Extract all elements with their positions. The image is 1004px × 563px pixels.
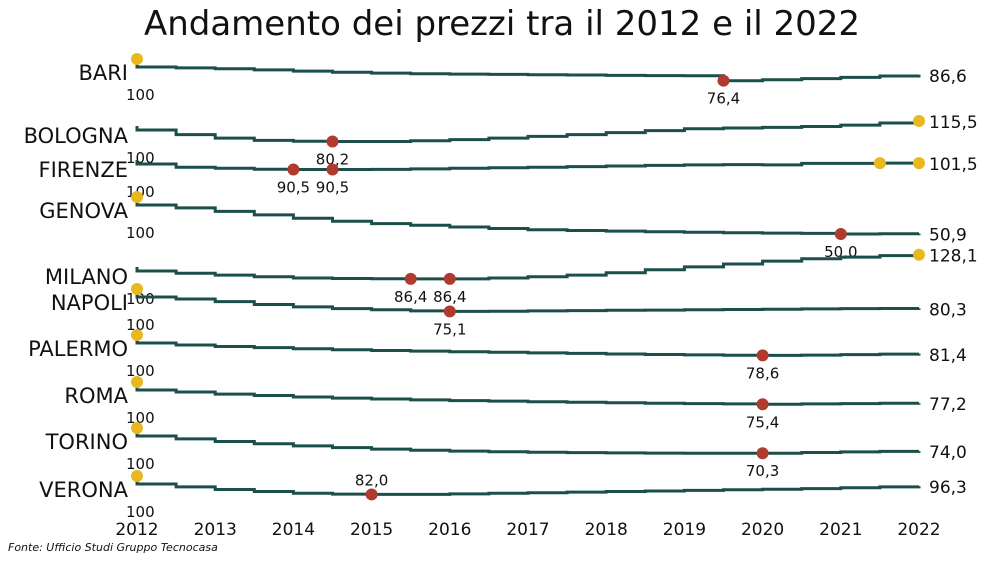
- max-marker-genova-0: [131, 191, 143, 203]
- series-line-bologna: [135, 121, 921, 143]
- x-tick-label-2012: 2012: [115, 520, 158, 540]
- start-label-genova: 100: [126, 224, 155, 242]
- x-tick-label-2015: 2015: [350, 520, 393, 540]
- min-marker-roma-0: [756, 398, 769, 411]
- series-line-milano: [135, 254, 921, 281]
- series-line-genova: [135, 201, 921, 236]
- min-label-milano-0: 86,4: [394, 288, 427, 306]
- end-label-verona: 96,3: [929, 478, 967, 498]
- x-tick-label-2016: 2016: [428, 520, 471, 540]
- city-label-napoli: NAPOLI: [51, 291, 128, 315]
- city-label-bologna: BOLOGNA: [24, 124, 129, 148]
- min-label-bari-0: 76,4: [707, 90, 740, 108]
- start-label-palermo: 100: [126, 362, 155, 380]
- max-marker-firenze-1: [913, 157, 925, 170]
- start-label-torino: 100: [126, 455, 155, 473]
- x-tick-label-2017: 2017: [506, 520, 549, 540]
- max-marker-firenze-0: [873, 157, 886, 170]
- x-tick-label-2013: 2013: [194, 520, 237, 540]
- min-marker-firenze-0: [287, 163, 300, 176]
- min-marker-milano-1: [443, 272, 456, 285]
- max-marker-bologna-0: [913, 115, 925, 128]
- min-marker-milano-0: [404, 272, 417, 285]
- min-label-firenze-1: 90,5: [316, 179, 349, 197]
- max-marker-verona-0: [131, 470, 143, 482]
- min-label-torino-0: 70,3: [746, 462, 779, 480]
- series-line-bari: [135, 63, 921, 83]
- city-label-bari: BARI: [78, 61, 128, 85]
- city-label-verona: VERONA: [39, 478, 128, 502]
- min-marker-torino-0: [756, 447, 769, 460]
- min-marker-palermo-0: [756, 349, 769, 362]
- start-label-bari: 100: [126, 86, 155, 104]
- end-label-bologna: 115,5: [929, 113, 978, 133]
- end-label-torino: 74,0: [929, 443, 967, 463]
- x-tick-label-2021: 2021: [819, 520, 862, 540]
- min-label-palermo-0: 78,6: [746, 364, 779, 382]
- source-note: Fonte: Ufficio Studi Gruppo Tecnocasa: [8, 541, 218, 554]
- min-marker-bologna-0: [326, 135, 339, 148]
- min-marker-firenze-1: [326, 163, 339, 176]
- min-marker-genova-0: [834, 228, 847, 240]
- city-label-palermo: PALERMO: [28, 337, 128, 361]
- chart-title: Andamento dei prezzi tra il 2012 e il 20…: [143, 4, 861, 44]
- min-marker-verona-0: [365, 488, 378, 501]
- end-label-milano: 128,1: [929, 247, 978, 267]
- city-label-firenze: FIRENZE: [39, 158, 129, 182]
- end-label-napoli: 80,3: [929, 300, 967, 320]
- start-label-napoli: 100: [126, 316, 155, 334]
- city-label-genova: GENOVA: [39, 199, 128, 223]
- max-marker-napoli-0: [131, 283, 143, 295]
- max-marker-torino-0: [131, 422, 143, 434]
- min-label-verona-0: 82,0: [355, 471, 388, 489]
- end-label-palermo: 81,4: [929, 346, 967, 366]
- min-label-napoli-0: 75,1: [433, 320, 466, 338]
- x-axis: 2012 2013 2014 2015 2016 2017 2018 2019 2020 2021…: [115, 520, 940, 540]
- end-label-bari: 86,6: [929, 67, 967, 87]
- min-label-milano-1: 86,4: [433, 288, 466, 306]
- x-tick-label-2020: 2020: [741, 520, 784, 540]
- x-tick-label-2018: 2018: [585, 520, 628, 540]
- max-marker-milano-0: [913, 248, 925, 261]
- start-label-roma: 100: [126, 409, 155, 427]
- min-marker-bari-0: [717, 74, 730, 87]
- city-label-roma: ROMA: [64, 384, 128, 408]
- min-label-firenze-0: 90,5: [277, 179, 310, 197]
- end-label-genova: 50,9: [929, 225, 967, 245]
- x-tick-label-2022: 2022: [897, 520, 940, 540]
- end-label-roma: 77,2: [929, 395, 967, 415]
- min-label-roma-0: 75,4: [746, 413, 779, 431]
- series-line-verona: [135, 480, 921, 496]
- series-line-palermo: [135, 339, 921, 357]
- max-marker-roma-0: [131, 376, 143, 388]
- start-label-milano: 100: [126, 290, 155, 308]
- min-label-bologna-0: 80,2: [316, 150, 349, 168]
- city-label-milano: MILANO: [45, 265, 128, 289]
- max-marker-bari-0: [131, 53, 143, 65]
- min-marker-napoli-0: [443, 305, 456, 318]
- series-line-napoli: [135, 293, 921, 313]
- start-label-verona: 100: [126, 503, 155, 521]
- end-label-firenze: 101,5: [929, 155, 978, 175]
- x-tick-label-2019: 2019: [663, 520, 706, 540]
- city-label-torino: TORINO: [45, 430, 128, 454]
- series-line-torino: [135, 432, 921, 455]
- series-line-firenze: [135, 160, 919, 171]
- x-tick-label-2014: 2014: [272, 520, 315, 540]
- max-marker-palermo-0: [131, 329, 143, 341]
- series-line-roma: [135, 386, 921, 406]
